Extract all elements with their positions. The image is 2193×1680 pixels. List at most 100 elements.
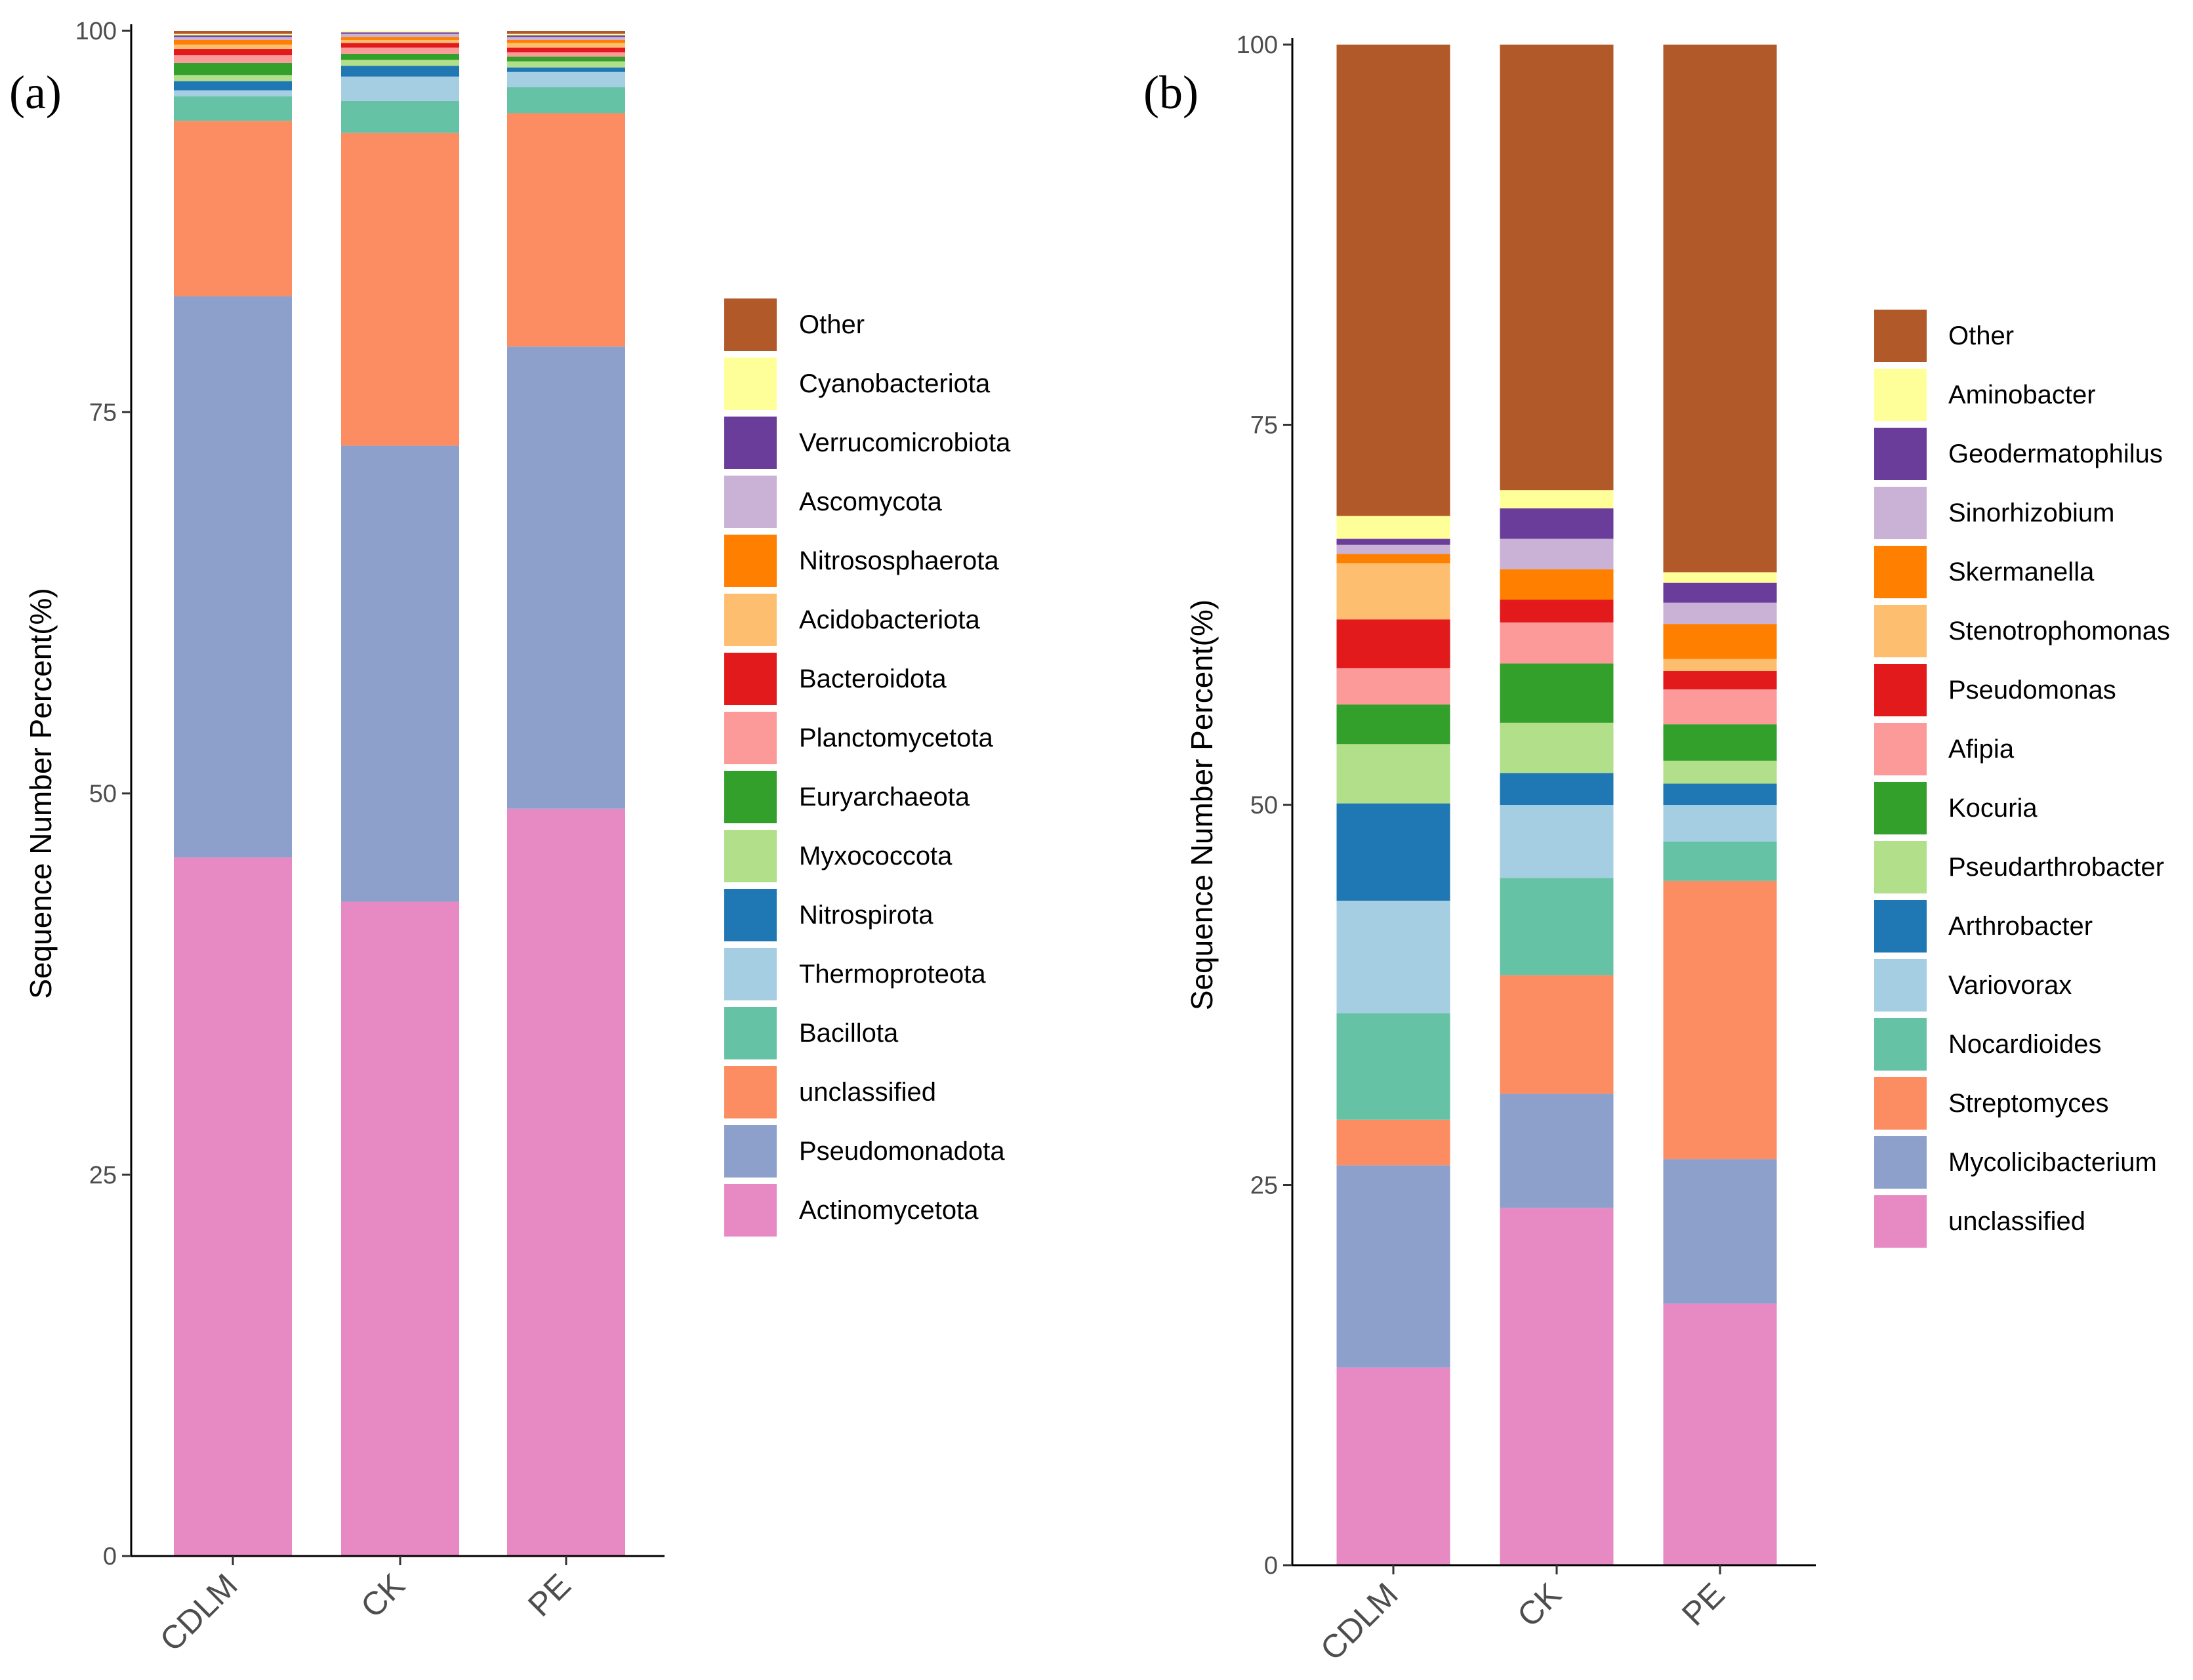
bar-segment-pseudomonadota (341, 445, 459, 902)
legend-swatch (724, 594, 777, 646)
y-tick-label: 75 (89, 399, 117, 426)
legend-label: Pseudomonadota (799, 1137, 1005, 1166)
legend: Other Cyanobacteriota Verrucomicrobiota Asc… (724, 298, 1011, 1237)
y-tick-label: 100 (75, 18, 117, 45)
bar-segment-acidobacteriota (174, 44, 292, 49)
y-axis-title: Sequence Number Percent(%) (24, 588, 58, 998)
bar-segment-cyanobacteriota (507, 33, 625, 35)
legend-swatch (724, 948, 777, 1000)
legend-item-other: Other (724, 298, 865, 351)
bar-segment-variovorax (1336, 901, 1450, 1014)
legend-item-streptomyces: Streptomyces (1874, 1077, 2109, 1130)
y-tick-label: 0 (103, 1543, 117, 1570)
legend-item-verrucomicrobiota: Verrucomicrobiota (724, 417, 1011, 469)
legend-swatch (724, 358, 777, 410)
bar-segment-nocardioides (1500, 878, 1614, 975)
legend-item-actinomycetota: Actinomycetota (724, 1184, 979, 1237)
bar-segment-other (174, 31, 292, 34)
bar-segment-aminobacter (1500, 490, 1614, 508)
legend-label: Nocardioides (1948, 1030, 2101, 1059)
bar-segment-nocardioides (1336, 1013, 1450, 1120)
bar-segment-other (1500, 45, 1614, 491)
legend-label: Other (1948, 321, 2014, 350)
legend-label: Arthrobacter (1948, 912, 2093, 941)
bar-segment-pseudomonadota (507, 346, 625, 809)
legend-label: Streptomyces (1948, 1089, 2109, 1118)
legend-swatch (1874, 310, 1927, 362)
legend-swatch (1874, 1077, 1927, 1130)
legend-label: Bacteroidota (799, 665, 947, 693)
legend-swatch (724, 653, 777, 705)
bar-segment-aminobacter (1663, 572, 1777, 583)
legend-label: Actinomycetota (799, 1196, 979, 1225)
legend-swatch (1874, 546, 1927, 598)
bar-segment-kocuria (1663, 724, 1777, 761)
legend-item-mycolicibacterium: Mycolicibacterium (1874, 1136, 2157, 1189)
bar-segment-unclassified (174, 121, 292, 297)
bar-segment-pseudarthrobacter (1500, 722, 1614, 773)
legend-label: Pseudarthrobacter (1948, 853, 2164, 882)
bar-segment-ascomycota (507, 37, 625, 40)
legend-item-acidobacteriota: Acidobacteriota (724, 594, 980, 646)
bar-stack-ck (341, 31, 459, 1556)
y-tick-label: 100 (1237, 31, 1278, 59)
y-axis-title: Sequence Number Percent(%) (1185, 600, 1219, 1010)
legend-label: Acidobacteriota (799, 605, 980, 634)
legend-swatch (1874, 428, 1927, 480)
bar-segment-euryarchaeota (174, 62, 292, 75)
legend-swatch (724, 712, 777, 764)
legend-item-sinorhizobium: Sinorhizobium (1874, 487, 2114, 539)
legend-swatch (1874, 900, 1927, 953)
x-tick-label-cdlm: CDLM (1313, 1576, 1405, 1668)
legend-swatch (1874, 1195, 1927, 1248)
bar-segment-sinorhizobium (1663, 602, 1777, 625)
bar-segment-arthrobacter (1336, 803, 1450, 901)
bar-segment-verrucomicrobiota (507, 35, 625, 37)
bar-stack-pe (507, 31, 625, 1556)
legend-swatch (724, 1125, 777, 1178)
bar-segment-acidobacteriota (341, 39, 459, 43)
legend-swatch (724, 535, 777, 587)
bar-segment-unclassified (341, 133, 459, 446)
bar-segment-nocardioides (1663, 841, 1777, 881)
legend-item-euryarchaeota: Euryarchaeota (724, 771, 970, 823)
bar-segment-other (1663, 45, 1777, 573)
legend-label: Sinorhizobium (1948, 499, 2114, 527)
bar-segment-geodermatophilus (1500, 508, 1614, 539)
legend-item-bacillota: Bacillota (724, 1007, 899, 1059)
bar-segment-nitrososphaerota (341, 37, 459, 40)
legend-item-pseudomonadota: Pseudomonadota (724, 1125, 1005, 1178)
bar-segment-streptomyces (1336, 1119, 1450, 1166)
chart-panel-b: (b) 0 25 50 75 100 CDLM CK PE Sequence Number Per… (1143, 31, 2170, 1668)
bar-segment-pseudomonas (1336, 619, 1450, 668)
bar-segment-thermoproteota (341, 76, 459, 101)
legend-swatch (1874, 1018, 1927, 1071)
legend-label: unclassified (1948, 1207, 2085, 1236)
legend-item-arthrobacter: Arthrobacter (1874, 900, 2093, 953)
legend-swatch (1874, 664, 1927, 716)
bar-segment-skermanella (1663, 624, 1777, 659)
bar-stack-ck (1500, 45, 1614, 1565)
bar-segment-myxococcota (507, 61, 625, 68)
legend-label: Stenotrophomonas (1948, 617, 2170, 645)
bar-segment-myxococcota (174, 75, 292, 81)
legend-label: Myxococcota (799, 842, 953, 871)
legend-item-unclassified: unclassified (724, 1066, 936, 1118)
legend-swatch (1874, 723, 1927, 775)
legend-label: Kocuria (1948, 794, 2038, 823)
bar-segment-geodermatophilus (1336, 539, 1450, 545)
bar-segment-stenotrophomonas (1336, 563, 1450, 620)
bar-segment-nitrospirota (507, 67, 625, 72)
legend-label: Other (799, 310, 865, 339)
legend-item-skermanella: Skermanella (1874, 546, 2095, 598)
legend-swatch (1874, 782, 1927, 834)
x-tick-label-ck: CK (1510, 1576, 1568, 1634)
legend-label: Mycolicibacterium (1948, 1148, 2157, 1177)
bar-segment-other (1336, 45, 1450, 516)
bar-segment-arthrobacter (1663, 783, 1777, 805)
bar-segment-arthrobacter (1500, 773, 1614, 805)
bar-segment-unclassified (1500, 1208, 1614, 1565)
bar-segment-actinomycetota (174, 857, 292, 1556)
